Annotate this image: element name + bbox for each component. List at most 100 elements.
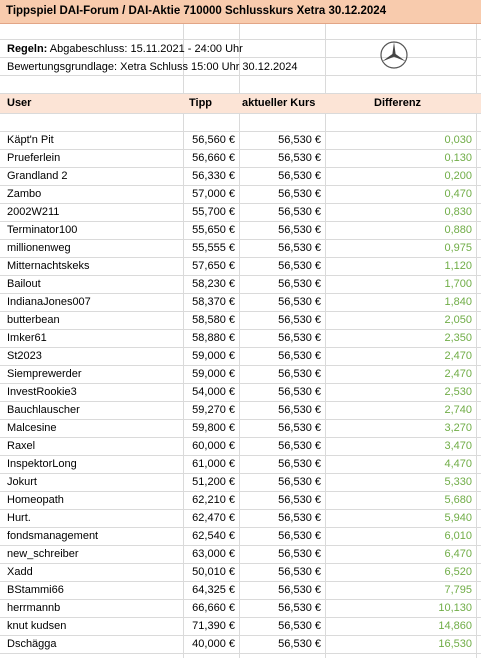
kurs-cell[interactable]: 56,530 € xyxy=(278,422,321,434)
table-row[interactable]: Jokurt 51,200 € 56,530 € 5,330 xyxy=(0,474,481,492)
differenz-cell[interactable]: 0,470 xyxy=(444,188,472,200)
differenz-cell[interactable]: 4,470 xyxy=(444,458,472,470)
user-cell[interactable]: Dschägga xyxy=(7,638,57,650)
differenz-cell[interactable]: 5,940 xyxy=(444,512,472,524)
table-row[interactable]: Zambo 57,000 € 56,530 € 0,470 xyxy=(0,186,481,204)
table-row[interactable]: knut kudsen 71,390 € 56,530 € 14,860 xyxy=(0,618,481,636)
tipp-cell[interactable]: 57,650 € xyxy=(192,260,235,272)
user-cell[interactable]: Mitternachtskeks xyxy=(7,260,90,272)
table-row[interactable]: butterbean 58,580 € 56,530 € 2,050 xyxy=(0,312,481,330)
kurs-cell[interactable]: 56,530 € xyxy=(278,440,321,452)
table-row[interactable]: Malcesine 59,800 € 56,530 € 3,270 xyxy=(0,420,481,438)
user-cell[interactable]: Bauchlauscher xyxy=(7,404,80,416)
kurs-cell[interactable]: 56,530 € xyxy=(278,458,321,470)
kurs-cell[interactable]: 56,530 € xyxy=(278,314,321,326)
tipp-cell[interactable]: 64,325 € xyxy=(192,584,235,596)
table-row[interactable]: Käpt'n Pit 56,560 € 56,530 € 0,030 xyxy=(0,132,481,150)
tipp-cell[interactable]: 59,800 € xyxy=(192,422,235,434)
user-cell[interactable]: butterbean xyxy=(7,314,60,326)
header-differenz[interactable]: Differenz xyxy=(374,97,422,109)
tipp-cell[interactable]: 63,000 € xyxy=(192,548,235,560)
kurs-cell[interactable]: 56,530 € xyxy=(278,386,321,398)
table-row[interactable]: Raxel 60,000 € 56,530 € 3,470 xyxy=(0,438,481,456)
differenz-cell[interactable]: 6,470 xyxy=(444,548,472,560)
table-row[interactable]: 2002W211 55,700 € 56,530 € 0,830 xyxy=(0,204,481,222)
table-row[interactable]: Bauchlauscher 59,270 € 56,530 € 2,740 xyxy=(0,402,481,420)
user-cell[interactable]: IndianaJones007 xyxy=(7,296,91,308)
user-cell[interactable]: herrmannb xyxy=(7,602,61,614)
basis-row[interactable]: Bewertungsgrundlage: Xetra Schluss 15:00… xyxy=(0,58,481,76)
table-row[interactable]: Prueferlein 56,660 € 56,530 € 0,130 xyxy=(0,150,481,168)
user-cell[interactable]: Grandland 2 xyxy=(7,170,68,182)
tipp-cell[interactable]: 55,555 € xyxy=(192,242,235,254)
user-cell[interactable]: 2002W211 xyxy=(7,206,60,218)
kurs-cell[interactable]: 56,530 € xyxy=(278,512,321,524)
table-row[interactable]: Bailout 58,230 € 56,530 € 1,700 xyxy=(0,276,481,294)
user-cell[interactable]: Malcesine xyxy=(7,422,57,434)
differenz-cell[interactable]: 6,520 xyxy=(444,566,472,578)
tipp-cell[interactable]: 55,700 € xyxy=(192,206,235,218)
differenz-cell[interactable]: 0,880 xyxy=(444,224,472,236)
differenz-cell[interactable]: 2,530 xyxy=(444,386,472,398)
user-cell[interactable]: Homeopath xyxy=(7,494,64,506)
kurs-cell[interactable]: 56,530 € xyxy=(278,638,321,650)
user-cell[interactable]: Imker61 xyxy=(7,332,47,344)
header-kurs[interactable]: aktueller Kurs xyxy=(242,97,316,109)
table-row[interactable]: Homeopath 62,210 € 56,530 € 5,680 xyxy=(0,492,481,510)
differenz-cell[interactable]: 1,840 xyxy=(444,296,472,308)
differenz-cell[interactable]: 1,120 xyxy=(444,260,472,272)
kurs-cell[interactable]: 56,530 € xyxy=(278,368,321,380)
tipp-cell[interactable]: 58,880 € xyxy=(192,332,235,344)
tipp-cell[interactable]: 56,660 € xyxy=(192,152,235,164)
table-row[interactable]: BStammi66 64,325 € 56,530 € 7,795 xyxy=(0,582,481,600)
table-row[interactable]: Dschägga 40,000 € 56,530 € 16,530 xyxy=(0,636,481,654)
differenz-cell[interactable]: 7,795 xyxy=(444,584,472,596)
tipp-cell[interactable]: 62,470 € xyxy=(192,512,235,524)
kurs-cell[interactable]: 56,530 € xyxy=(278,170,321,182)
table-row[interactable]: Grandland 2 56,330 € 56,530 € 0,200 xyxy=(0,168,481,186)
table-row[interactable]: Mitternachtskeks 57,650 € 56,530 € 1,120 xyxy=(0,258,481,276)
differenz-cell[interactable]: 2,050 xyxy=(444,314,472,326)
user-cell[interactable]: Bailout xyxy=(7,278,41,290)
differenz-cell[interactable]: 2,740 xyxy=(444,404,472,416)
tipp-cell[interactable]: 58,230 € xyxy=(192,278,235,290)
kurs-cell[interactable]: 56,530 € xyxy=(278,260,321,272)
table-row[interactable]: IndianaJones007 58,370 € 56,530 € 1,840 xyxy=(0,294,481,312)
kurs-cell[interactable]: 56,530 € xyxy=(278,296,321,308)
tipp-cell[interactable]: 62,210 € xyxy=(192,494,235,506)
differenz-cell[interactable]: 3,270 xyxy=(444,422,472,434)
tipp-cell[interactable]: 60,000 € xyxy=(192,440,235,452)
kurs-cell[interactable]: 56,530 € xyxy=(278,548,321,560)
user-cell[interactable]: Jokurt xyxy=(7,476,37,488)
user-cell[interactable]: St2023 xyxy=(7,350,42,362)
kurs-cell[interactable]: 56,530 € xyxy=(278,602,321,614)
kurs-cell[interactable]: 56,530 € xyxy=(278,224,321,236)
tipp-cell[interactable]: 56,560 € xyxy=(192,134,235,146)
table-row[interactable]: Siemprewerder 59,000 € 56,530 € 2,470 xyxy=(0,366,481,384)
table-row[interactable]: herrmannb 66,660 € 56,530 € 10,130 xyxy=(0,600,481,618)
user-cell[interactable]: BStammi66 xyxy=(7,584,64,596)
table-row[interactable]: Terminator100 55,650 € 56,530 € 0,880 xyxy=(0,222,481,240)
kurs-cell[interactable]: 56,530 € xyxy=(278,620,321,632)
differenz-cell[interactable]: 0,130 xyxy=(444,152,472,164)
tipp-cell[interactable]: 58,370 € xyxy=(192,296,235,308)
user-cell[interactable]: Xadd xyxy=(7,566,33,578)
tipp-cell[interactable]: 62,540 € xyxy=(192,530,235,542)
tipp-cell[interactable]: 51,200 € xyxy=(192,476,235,488)
kurs-cell[interactable]: 56,530 € xyxy=(278,494,321,506)
kurs-cell[interactable]: 56,530 € xyxy=(278,134,321,146)
differenz-cell[interactable]: 5,330 xyxy=(444,476,472,488)
table-row[interactable]: new_schreiber 63,000 € 56,530 € 6,470 xyxy=(0,546,481,564)
differenz-cell[interactable]: 6,010 xyxy=(444,530,472,542)
user-cell[interactable]: Siemprewerder xyxy=(7,368,82,380)
rules-row[interactable]: Regeln: Abgabeschluss: 15.11.2021 - 24:0… xyxy=(0,40,481,58)
table-row[interactable]: Hurt. 62,470 € 56,530 € 5,940 xyxy=(0,510,481,528)
tipp-cell[interactable]: 71,390 € xyxy=(192,620,235,632)
user-cell[interactable]: Hurt. xyxy=(7,512,31,524)
user-cell[interactable]: Käpt'n Pit xyxy=(7,134,54,146)
kurs-cell[interactable]: 56,530 € xyxy=(278,350,321,362)
user-cell[interactable]: Zambo xyxy=(7,188,42,200)
tipp-cell[interactable]: 55,650 € xyxy=(192,224,235,236)
differenz-cell[interactable]: 0,200 xyxy=(444,170,472,182)
differenz-cell[interactable]: 14,860 xyxy=(438,620,472,632)
